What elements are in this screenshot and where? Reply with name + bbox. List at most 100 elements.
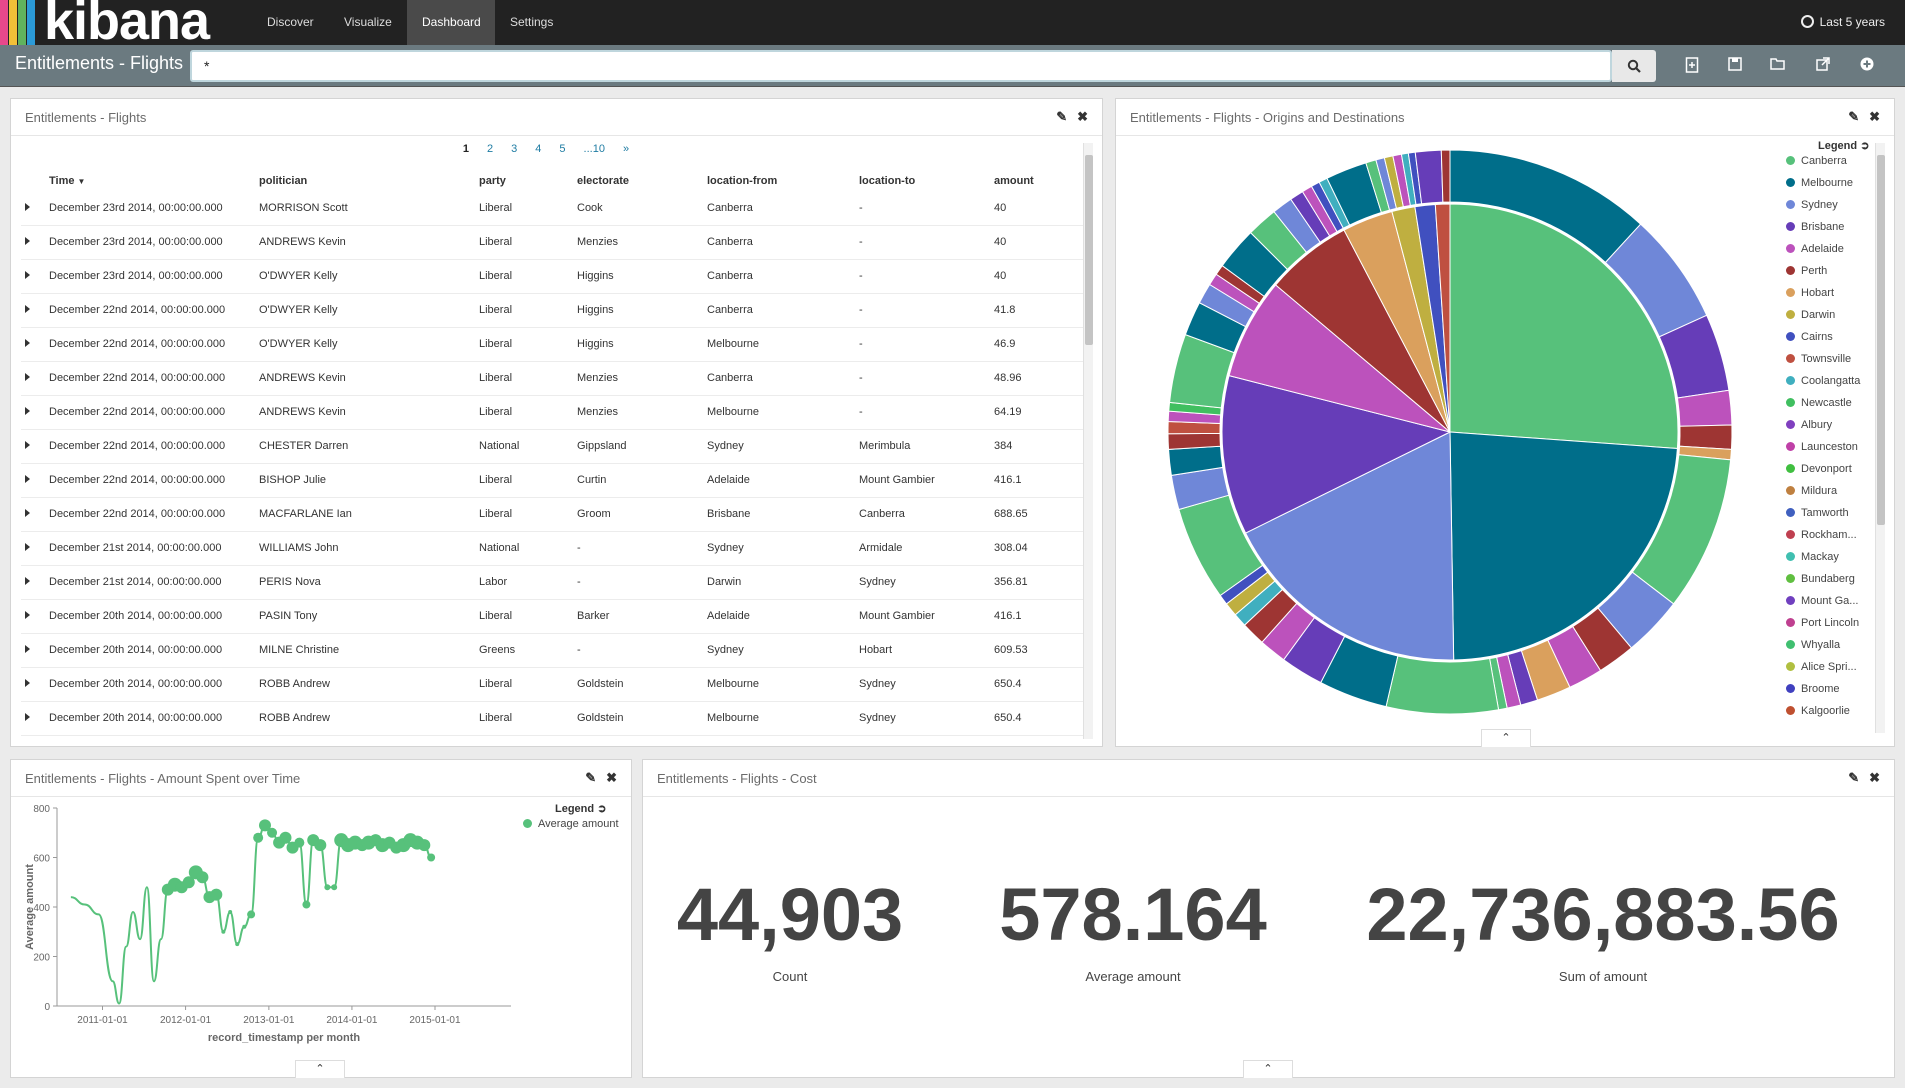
legend-scrollbar[interactable]	[1875, 143, 1885, 733]
legend-item[interactable]: Bundaberg	[1786, 573, 1855, 585]
column-header-location-to[interactable]: location-to	[859, 175, 916, 187]
data-point[interactable]	[314, 839, 327, 852]
table-row[interactable]: December 22nd 2014, 00:00:00.000 ANDREWS …	[21, 395, 1086, 430]
legend-item[interactable]: Kalgoorlie	[1786, 705, 1850, 717]
legend-item[interactable]: Adelaide	[1786, 243, 1844, 255]
data-point[interactable]	[221, 929, 226, 934]
data-point[interactable]	[258, 819, 271, 832]
share-icon[interactable]	[1815, 57, 1831, 73]
column-header-party[interactable]: party	[479, 175, 506, 187]
column-header-amount[interactable]: amount	[994, 175, 1034, 187]
expand-row-icon[interactable]	[21, 225, 49, 260]
close-icon[interactable]: ✖	[1077, 109, 1088, 124]
column-header-electorate[interactable]: electorate	[577, 175, 629, 187]
table-row[interactable]: December 21st 2014, 00:00:00.000 PERIS No…	[21, 565, 1086, 600]
expand-row-icon[interactable]	[21, 599, 49, 634]
legend-item[interactable]: Rockham...	[1786, 529, 1857, 541]
close-icon[interactable]: ✖	[606, 770, 617, 785]
legend-item[interactable]: Melbourne	[1786, 177, 1853, 189]
edit-icon[interactable]: ✎	[1848, 770, 1860, 785]
table-row[interactable]: December 22nd 2014, 00:00:00.000 ANDREWS …	[21, 361, 1086, 396]
pie-inner-slice[interactable]	[1449, 203, 1679, 450]
table-row[interactable]: December 22nd 2014, 00:00:00.000 CHESTER …	[21, 429, 1086, 464]
data-point[interactable]	[182, 876, 195, 889]
expand-row-icon[interactable]	[21, 667, 49, 702]
collapse-toggle[interactable]: ⌃	[1481, 729, 1531, 747]
page-2[interactable]: 2	[487, 143, 494, 155]
data-point[interactable]	[235, 942, 240, 947]
pie-inner-slice[interactable]	[1244, 431, 1455, 661]
legend-item[interactable]: Townsville	[1786, 353, 1851, 365]
legend-item[interactable]: Tamworth	[1786, 507, 1849, 519]
legend-item[interactable]: Alice Spri...	[1786, 661, 1857, 673]
open-folder-icon[interactable]	[1770, 57, 1786, 73]
expand-row-icon[interactable]	[21, 497, 49, 532]
nav-discover[interactable]: Discover	[267, 15, 314, 29]
legend-toggle[interactable]: Legend ➲	[1818, 140, 1870, 152]
data-point[interactable]	[294, 837, 305, 848]
nav-dashboard[interactable]: Dashboard	[407, 0, 495, 45]
scrollbar-thumb[interactable]	[1877, 155, 1885, 525]
column-header-location-from[interactable]: location-from	[707, 175, 778, 187]
add-panel-icon[interactable]	[1859, 57, 1875, 73]
legend-item[interactable]: Devonport	[1786, 463, 1852, 475]
table-row[interactable]: December 23rd 2014, 00:00:00.000 MORRISON…	[21, 191, 1086, 226]
table-row[interactable]: December 23rd 2014, 00:00:00.000 O'DWYER …	[21, 259, 1086, 294]
table-scrollbar[interactable]	[1083, 143, 1093, 739]
expand-row-icon[interactable]	[21, 293, 49, 328]
data-point[interactable]	[210, 888, 223, 901]
legend-item-average-amount[interactable]: Average amount	[523, 818, 619, 830]
legend-item[interactable]: Hobart	[1786, 287, 1834, 299]
close-icon[interactable]: ✖	[1869, 770, 1880, 785]
collapse-toggle[interactable]: ⌃	[295, 1060, 345, 1078]
pie-chart[interactable]	[1116, 137, 1736, 737]
table-row[interactable]: December 21st 2014, 00:00:00.000 WILLIAMS…	[21, 531, 1086, 566]
line-chart[interactable]: 0 200 400 600 800 2011-01-01 2012-01-01 2013-01…	[11, 798, 511, 1076]
table-row[interactable]: December 20th 2014, 00:00:00.000 PASIN To…	[21, 599, 1086, 634]
pie-inner-slice[interactable]	[1434, 203, 1451, 433]
legend-item[interactable]: Albury	[1786, 419, 1832, 431]
legend-item[interactable]: Port Lincoln	[1786, 617, 1859, 629]
pie-outer-slice[interactable]	[1679, 424, 1733, 450]
expand-row-icon[interactable]	[21, 701, 49, 736]
table-row[interactable]: December 20th 2014, 00:00:00.000 ROBB And…	[21, 667, 1086, 702]
pie-inner-slice[interactable]	[1228, 284, 1451, 433]
scrollbar-thumb[interactable]	[1085, 155, 1093, 345]
legend-item[interactable]: Mildura	[1786, 485, 1837, 497]
expand-row-icon[interactable]	[21, 633, 49, 668]
collapse-toggle[interactable]: ⌃	[1243, 1060, 1293, 1078]
legend-item[interactable]: Launceston	[1786, 441, 1858, 453]
pie-outer-slice[interactable]	[1385, 655, 1500, 715]
data-point[interactable]	[324, 884, 331, 891]
edit-icon[interactable]: ✎	[1848, 109, 1860, 124]
legend-item[interactable]: Cairns	[1786, 331, 1833, 343]
legend-item[interactable]: Mackay	[1786, 551, 1839, 563]
legend-item[interactable]: Broome	[1786, 683, 1840, 695]
expand-row-icon[interactable]	[21, 191, 49, 226]
data-point[interactable]	[331, 884, 338, 891]
data-point[interactable]	[247, 910, 256, 919]
data-point[interactable]	[253, 832, 264, 843]
table-row[interactable]: December 23rd 2014, 00:00:00.000 ANDREWS …	[21, 225, 1086, 260]
table-row[interactable]: December 22nd 2014, 00:00:00.000 BISHOP J…	[21, 463, 1086, 498]
expand-row-icon[interactable]	[21, 429, 49, 464]
pie-outer-slice[interactable]	[1440, 149, 1451, 203]
kibana-logo[interactable]: kibana	[0, 0, 250, 45]
data-point[interactable]	[196, 871, 209, 884]
legend-item[interactable]: Perth	[1786, 265, 1827, 277]
data-point[interactable]	[418, 839, 431, 852]
time-picker[interactable]: Last 5 years	[1800, 0, 1885, 45]
table-row[interactable]: December 20th 2014, 00:00:00.000 ROBB And…	[21, 701, 1086, 736]
legend-item[interactable]: Sydney	[1786, 199, 1838, 211]
data-point[interactable]	[267, 827, 278, 838]
legend-item[interactable]: Coolangatta	[1786, 375, 1860, 387]
data-point[interactable]	[228, 909, 233, 914]
legend-item[interactable]: Whyalla	[1786, 639, 1840, 651]
table-row[interactable]: December 22nd 2014, 00:00:00.000 O'DWYER …	[21, 293, 1086, 328]
page-last[interactable]: ...10	[583, 143, 605, 155]
pie-inner-slice[interactable]	[1449, 431, 1678, 661]
data-point[interactable]	[242, 924, 247, 929]
table-row[interactable]: December 20th 2014, 00:00:00.000 MILNE Ch…	[21, 633, 1086, 668]
data-point[interactable]	[279, 831, 292, 844]
column-header-politician[interactable]: politician	[259, 175, 308, 187]
